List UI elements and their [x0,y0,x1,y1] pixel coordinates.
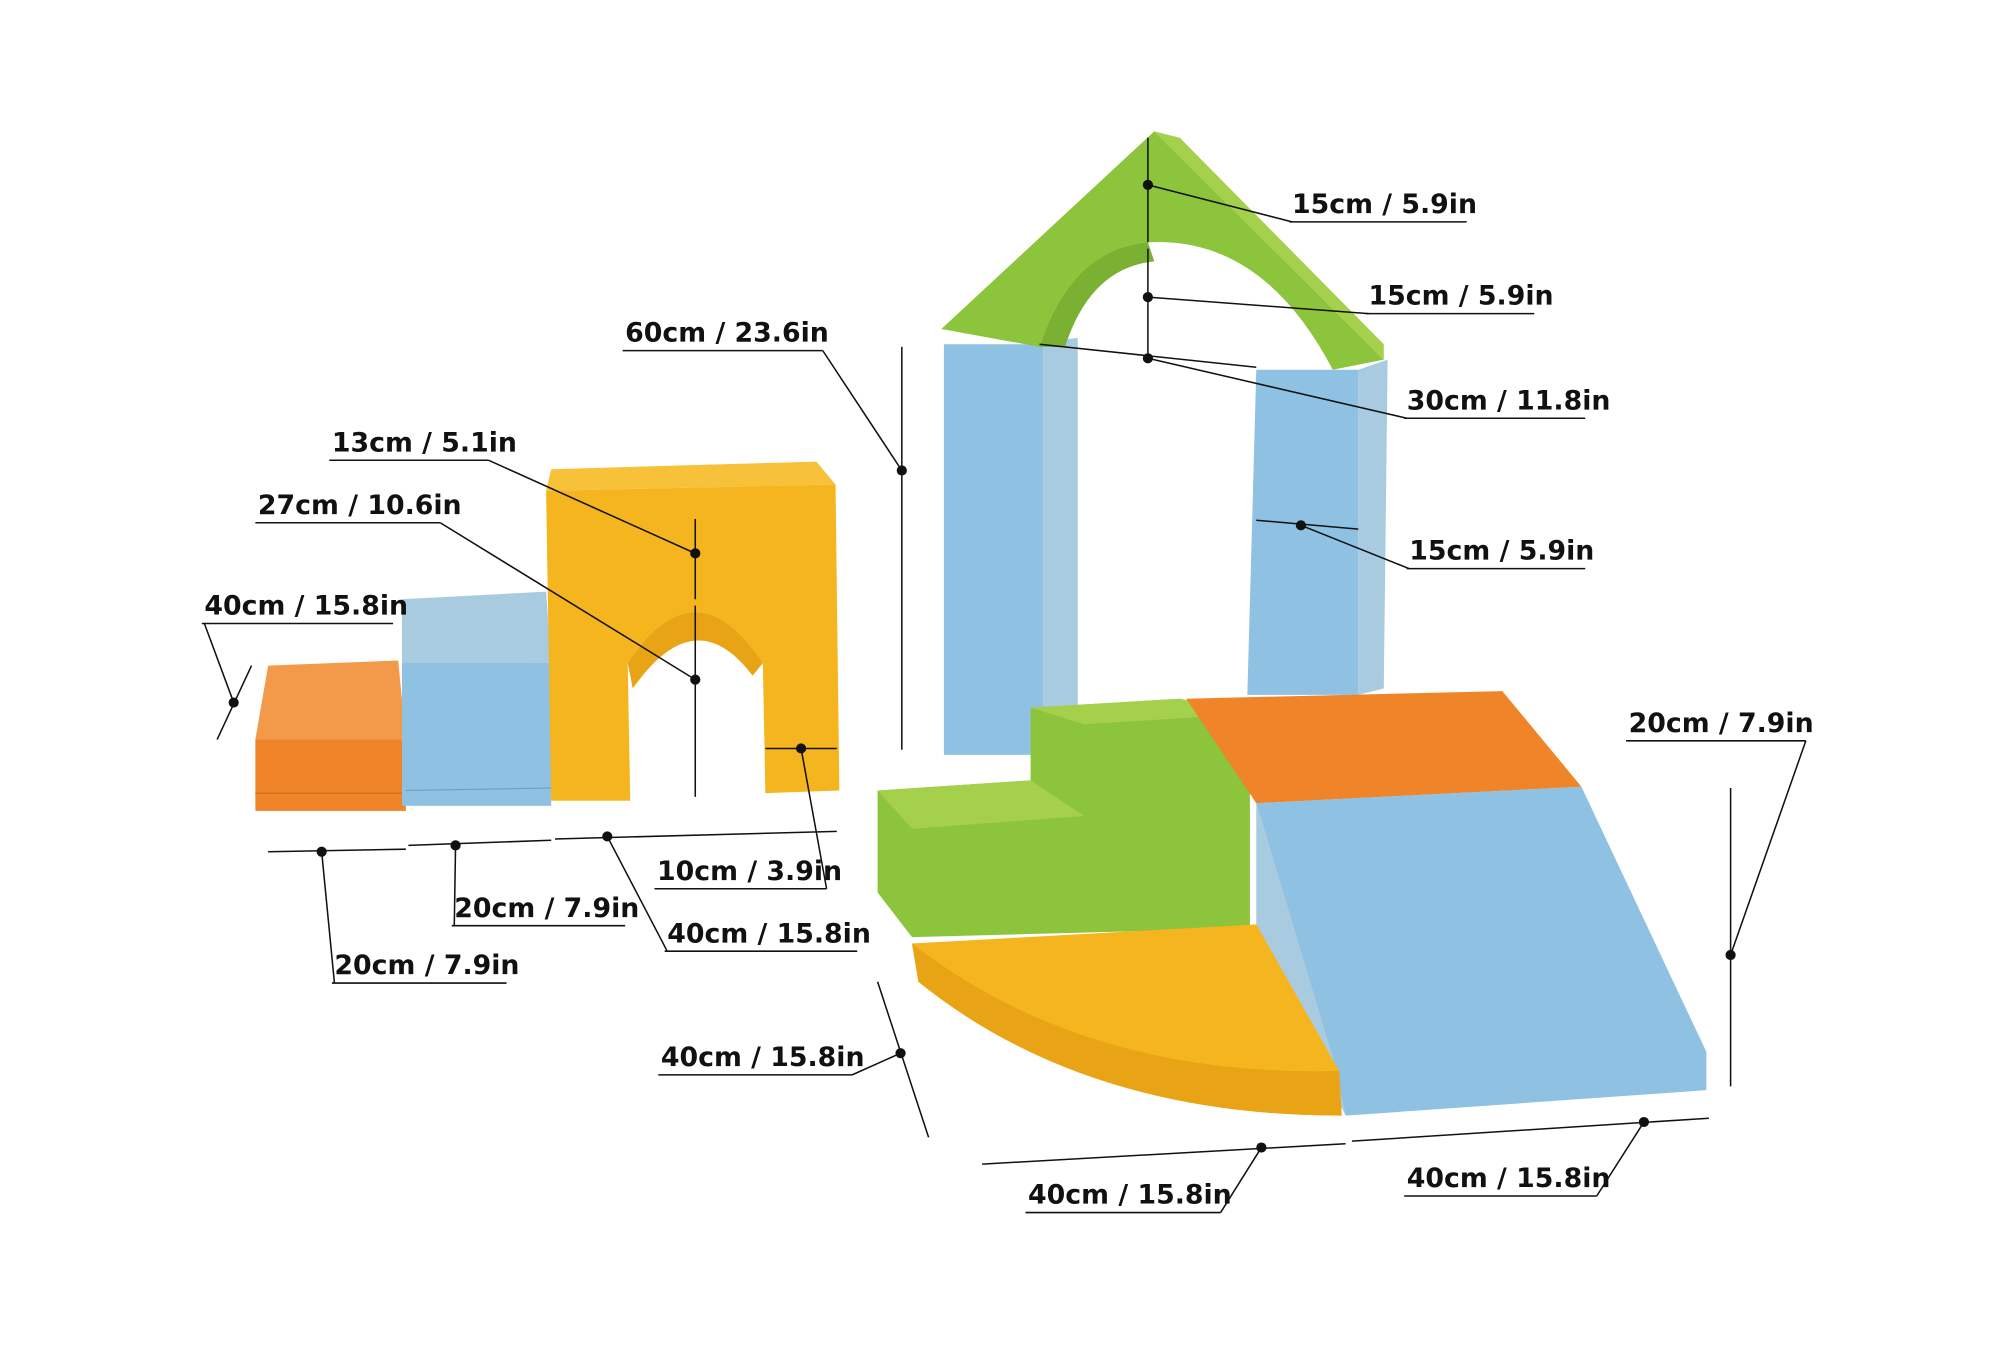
dimension-label-text: 15cm / 5.9in [1368,281,1553,312]
green-arch-roof [941,131,1384,370]
blue-pillar-right [1247,359,1388,695]
dimension-label-ramp-width: 40cm / 15.8in [1404,1116,1649,1197]
blue-pillar-left [943,337,1078,755]
leader-line [606,836,668,952]
dimension-label-tunnel-opening-height: 27cm / 10.6in [255,490,701,685]
dimension-dot [1142,179,1154,190]
dimension-dot [795,743,807,754]
orange-small-step [255,660,406,811]
dimension-label-ramp-height: 20cm / 7.9in [1626,708,1814,961]
dimension-label-text: 60cm / 23.6in [625,318,829,349]
dimension-label-text: 40cm / 15.8in [1407,1163,1611,1194]
dimension-label-pillar-depth: 15cm / 5.9in [1295,520,1594,570]
dimension-label-quarter-depth: 40cm / 15.8in [658,1042,906,1076]
dimension-label-text: 27cm / 10.6in [258,490,462,521]
dimension-label-text: 20cm / 7.9in [1629,708,1814,739]
dimension-label-text: 40cm / 15.8in [204,591,408,622]
dimension-label-text: 20cm / 7.9in [334,950,519,981]
dimension-dot [1142,291,1154,303]
dimension-dot [602,831,613,842]
leader-line [1147,357,1407,419]
dimension-lines [216,137,1732,1165]
dimension-dot [450,840,461,851]
dimension-label-roof-arch-width: 30cm / 11.8in [1142,353,1611,419]
dimension-dot [895,1048,906,1059]
leader-line [1729,740,1807,956]
dimension-labels: 15cm / 5.9in 15cm / 5.9in 30cm / 11.8in 15c… [201,179,1814,1214]
blue-step [402,591,552,806]
orange-square-mat [1186,691,1582,804]
dimension-dot [316,846,327,857]
dimension-label-text: 40cm / 15.8in [661,1042,865,1073]
dimension-label-small-step-depth: 40cm / 15.8in [201,591,408,708]
dimension-label-text: 30cm / 11.8in [1407,385,1611,416]
dimension-dot [1725,949,1736,961]
green-steps [877,698,1250,938]
dimension-label-text: 10cm / 3.9in [657,856,842,887]
dimension-label-roof-height-upper: 15cm / 5.9in [1142,179,1477,223]
dimension-label-tunnel-top-thickness: 13cm / 5.1in [329,427,701,559]
dimension-dot [228,697,239,708]
dimension-label-pillar-height: 60cm / 23.6in [622,318,907,476]
leader-line [822,350,903,471]
yellow-tunnel [546,461,840,801]
dimension-label-text: 40cm / 15.8in [1028,1180,1232,1211]
yellow-quarter-circle [912,924,1342,1116]
dimension-label-text: 13cm / 5.1in [332,427,517,458]
leader-line [488,459,696,555]
dimension-label-orange-step-width: 20cm / 7.9in [316,846,519,984]
dimension-dot [896,465,907,476]
dimension-label-quarter-width: 40cm / 15.8in [1025,1142,1267,1214]
dimension-dot [1295,520,1307,531]
leader-line [203,623,235,703]
dimension-label-blue-step-width: 20cm / 7.9in [450,840,639,927]
dimension-dot [690,548,701,559]
dimension-dot [1142,353,1154,364]
dimension-label-tunnel-width: 40cm / 15.8in [602,831,871,952]
leader-line [1596,1121,1645,1197]
leader-line [439,522,696,681]
leader-line [800,748,828,889]
leader-line [1300,524,1410,570]
leader-line [1219,1147,1263,1213]
dimension-label-roof-height-arch: 15cm / 5.9in [1142,281,1554,315]
dimension-label-text: 15cm / 5.9in [1292,189,1477,220]
leader-line [1147,184,1293,223]
leader-line [851,1052,901,1076]
leader-line [1147,296,1369,315]
dimension-label-text: 20cm / 7.9in [454,893,639,924]
leader-line [320,851,336,984]
dimension-label-text: 15cm / 5.9in [1409,536,1594,567]
leader-line [453,845,457,926]
dimension-label-text: 40cm / 15.8in [667,918,871,949]
dimension-dot [690,674,701,685]
dimension-dot [1638,1116,1649,1128]
blue-ramp [1256,786,1707,1116]
dimension-dot [1256,1142,1267,1153]
dimension-label-tunnel-leg-width: 10cm / 3.9in [654,743,842,890]
